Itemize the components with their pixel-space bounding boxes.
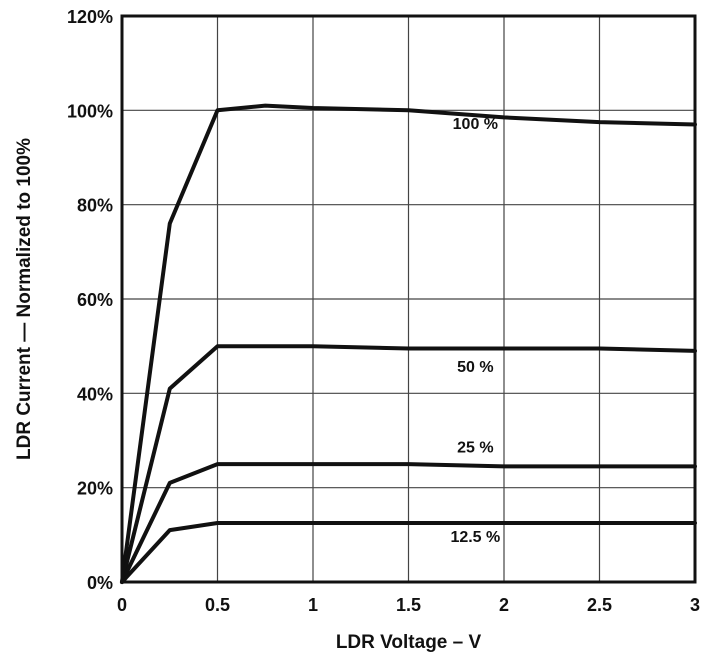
y-tick-label: 40% [77, 384, 113, 404]
y-tick-label: 120% [67, 7, 113, 27]
x-tick-label: 2 [499, 595, 509, 615]
series-label-0: 100 % [453, 116, 498, 133]
series-line-0 [120, 103, 697, 584]
series-label-2: 25 % [457, 439, 493, 456]
series-line-1 [120, 344, 697, 584]
x-tick-label: 2.5 [587, 595, 612, 615]
x-tick-label: 0.5 [205, 595, 230, 615]
y-tick-label: 80% [77, 196, 113, 216]
x-tick-labels: 0 0.5 1 1.5 2 2.5 3 [117, 595, 700, 615]
y-axis-label: LDR Current — Normalized to 100% [14, 138, 35, 460]
y-tick-labels: 0% 20% 40% 60% 80% 100% 120% [67, 7, 113, 593]
series-label-3: 12.5 % [450, 529, 500, 546]
x-tick-label: 1 [308, 595, 318, 615]
x-axis-label: LDR Voltage – V [336, 632, 482, 653]
curve-labels: 100 % 50 % 25 % 12.5 % [450, 116, 500, 546]
grid-lines [121, 15, 696, 583]
plot-frame [120, 14, 697, 584]
series-line-3 [120, 521, 697, 584]
series-label-1: 50 % [457, 359, 493, 376]
series-layer [120, 103, 697, 584]
x-tick-label: 0 [117, 595, 127, 615]
y-tick-label: 20% [77, 479, 113, 499]
y-tick-label: 100% [67, 101, 113, 121]
series-line-2 [120, 462, 697, 584]
x-tick-label: 1.5 [396, 595, 421, 615]
y-tick-label: 0% [87, 573, 113, 593]
x-tick-label: 3 [690, 595, 700, 615]
y-tick-label: 60% [77, 290, 113, 310]
